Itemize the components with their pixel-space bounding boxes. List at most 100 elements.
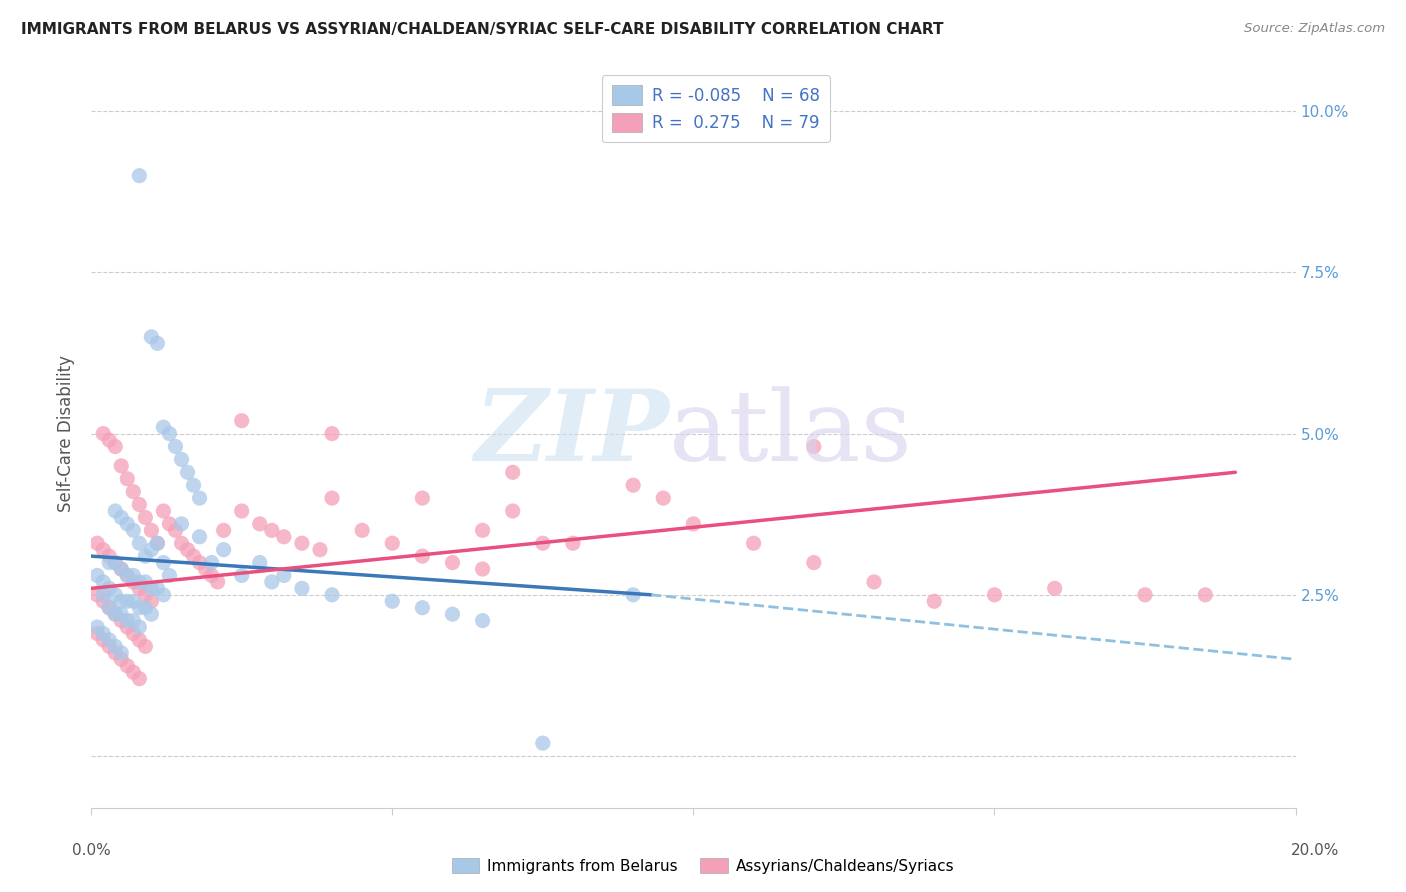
Point [159,516,181,531]
Point [128,620,150,634]
Text: 20.0%: 20.0% [1291,843,1339,858]
Point [165,524,187,538]
Point [146,336,169,351]
Point [441,556,464,570]
Point [117,620,139,634]
Text: ZIP: ZIP [474,385,669,482]
Point [134,549,156,563]
Point [104,607,127,622]
Point [98,556,121,570]
Point [98,600,121,615]
Point [104,504,127,518]
Point [141,607,163,622]
Point [98,632,121,647]
Point [110,562,132,576]
Text: atlas: atlas [669,385,912,482]
Point [471,524,494,538]
Point [212,542,235,557]
Point [183,549,205,563]
Point [291,582,314,596]
Y-axis label: Self-Care Disability: Self-Care Disability [58,355,75,512]
Point [922,594,945,608]
Point [122,614,145,628]
Point [146,582,169,596]
Point [188,530,211,544]
Point [1194,588,1216,602]
Point [502,465,524,479]
Point [152,504,174,518]
Point [117,594,139,608]
Point [321,491,343,505]
Point [561,536,583,550]
Point [141,524,163,538]
Point [122,574,145,589]
Point [104,440,127,454]
Point [104,640,127,654]
Point [141,594,163,608]
Point [188,491,211,505]
Point [141,542,163,557]
Legend: Immigrants from Belarus, Assyrians/Chaldeans/Syriacs: Immigrants from Belarus, Assyrians/Chald… [446,852,960,880]
Point [128,574,150,589]
Point [411,600,433,615]
Point [321,588,343,602]
Point [104,588,127,602]
Point [134,640,156,654]
Point [249,516,271,531]
Point [165,440,187,454]
Point [441,607,464,622]
Point [200,556,222,570]
Point [146,536,169,550]
Point [117,614,139,628]
Point [231,414,253,428]
Point [110,646,132,660]
Point [134,588,156,602]
Text: 0.0%: 0.0% [72,843,111,858]
Point [122,484,145,499]
Point [260,524,283,538]
Point [128,632,150,647]
Point [122,568,145,582]
Point [803,440,825,454]
Point [122,626,145,640]
Point [249,556,271,570]
Point [207,574,229,589]
Text: IMMIGRANTS FROM BELARUS VS ASSYRIAN/CHALDEAN/SYRIAC SELF-CARE DISABILITY CORRELA: IMMIGRANTS FROM BELARUS VS ASSYRIAN/CHAL… [21,22,943,37]
Point [91,594,114,608]
Point [502,504,524,518]
Point [152,556,174,570]
Point [128,169,150,183]
Point [863,574,886,589]
Point [117,516,139,531]
Point [104,646,127,660]
Point [110,510,132,524]
Point [170,452,193,467]
Point [621,478,644,492]
Legend: R = -0.085    N = 68, R =  0.275    N = 79: R = -0.085 N = 68, R = 0.275 N = 79 [602,76,830,142]
Point [91,588,114,602]
Point [98,582,121,596]
Point [152,588,174,602]
Point [110,562,132,576]
Point [1133,588,1156,602]
Point [117,472,139,486]
Point [128,672,150,686]
Point [983,588,1005,602]
Point [110,614,132,628]
Point [152,420,174,434]
Point [291,536,314,550]
Point [352,524,374,538]
Point [134,510,156,524]
Point [200,568,222,582]
Point [471,562,494,576]
Point [159,568,181,582]
Point [110,458,132,473]
Point [117,658,139,673]
Point [471,614,494,628]
Point [86,588,108,602]
Point [122,594,145,608]
Point [91,632,114,647]
Point [110,594,132,608]
Point [128,582,150,596]
Point [1043,582,1066,596]
